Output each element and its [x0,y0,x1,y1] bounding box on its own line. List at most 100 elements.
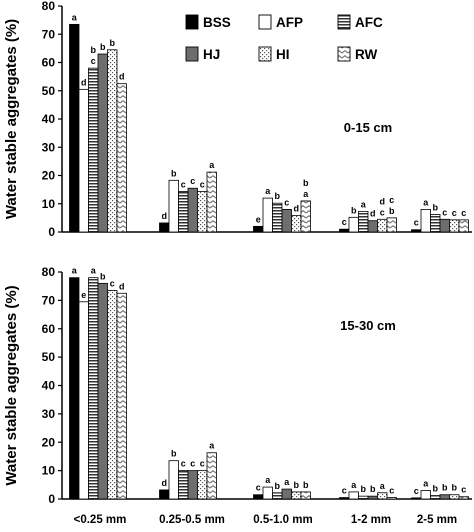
significance-letter: b [171,449,177,459]
significance-letter: b [100,42,106,52]
significance-letter: b [294,480,300,490]
bar-rw [386,497,397,500]
bar-hi [197,470,208,500]
significance-letter: a [361,199,367,209]
bar-hi [107,290,118,500]
bar-afc [358,495,369,500]
significance-letter: b [351,205,357,215]
significance-letter: b [91,45,97,55]
bar-bss [411,229,422,233]
bar-hi [377,492,388,500]
bar-afc [272,492,283,500]
significance-letter: a [380,481,386,491]
significance-letter: d [380,196,386,206]
y-tick-label: 80 [42,265,56,279]
significance-letter: b [452,483,458,493]
x-tick-label: <0.25 mm [74,514,127,526]
significance-letter: c [200,459,205,469]
significance-letter: b [303,178,309,188]
legend-swatch-rw [337,46,351,62]
y-tick-label: 70 [42,293,56,307]
significance-letter: c [256,483,261,493]
significance-letter: c [461,485,466,495]
bar-afp [348,491,359,500]
significance-letter: b [442,483,448,493]
y-tick-label: 0 [48,225,55,239]
significance-letter: b [171,168,177,178]
bar-hj [367,220,378,233]
y-tick-label: 80 [42,0,56,13]
significance-letter: b [110,38,116,48]
bar-hi [449,494,460,500]
bar-rw [206,171,217,233]
significance-letter: a [72,12,78,22]
significance-letter: b [433,202,439,212]
legend-label: AFP [276,15,303,30]
significance-letter: d [162,211,168,221]
bar-afc [88,277,99,500]
bar-hj [97,282,108,500]
significance-letter: b [370,484,376,494]
bar-hj [281,208,292,233]
bar-afp [262,486,273,500]
bar-afc [430,214,441,233]
bar-hi [291,491,302,500]
bar-bss [339,228,350,233]
y-tick-label: 50 [42,350,56,364]
y-tick-label: 40 [42,112,56,126]
bar-hi [449,219,460,233]
y-tick-label: 40 [42,379,56,393]
bar-hi [291,215,302,233]
significance-letter: b [275,481,281,491]
bar-rw [300,200,311,233]
bar-rw [458,219,469,233]
bar-hj [187,187,198,233]
bar-afc [88,67,99,233]
y-tick-label: 60 [42,56,56,70]
legend-label: HJ [203,47,220,62]
significance-letter: a [209,160,215,170]
bar-hj [97,53,108,233]
legend-label: HI [276,47,290,62]
significance-letter: c [342,486,347,496]
significance-letter: c [181,459,186,469]
bar-afp [168,179,179,233]
significance-letter: a [209,441,215,451]
significance-letter: a [351,480,357,490]
significance-letter: c [452,208,457,218]
significance-letter: d [162,478,168,488]
significance-letter: c [200,180,205,190]
significance-letter: c [380,207,385,217]
bar-afp [168,460,179,500]
significance-letter: c [91,56,96,66]
y-tick-label: 30 [42,140,56,154]
x-tick-label: 0.25-0.5 mm [159,514,225,526]
depth-annotation: 0-15 cm [344,120,392,135]
significance-letter: b [303,480,309,490]
significance-letter: d [119,72,125,82]
bar-afp [348,216,359,233]
legend-label: AFC [355,15,383,30]
bar-bss [69,23,80,233]
legend-label: RW [355,47,378,62]
significance-letter: c [181,180,186,190]
bar-hj [439,494,450,500]
y-tick-label: 20 [42,435,56,449]
significance-letter: c [342,217,347,227]
legend-swatch-bss [185,14,199,30]
bar-hj [367,495,378,500]
significance-letter: c [284,197,289,207]
y-axis-title: Water stable aggregates (%) [3,19,20,219]
y-axis-title: Water stable aggregates (%) [3,285,20,485]
significance-letter: c [461,208,466,218]
depth-annotation: 15-30 cm [340,318,396,333]
y-tick-label: 70 [42,27,56,41]
significance-letter: b [361,484,367,494]
significance-letter: d [119,281,125,291]
legend-label: BSS [203,15,231,30]
significance-letter: b [275,191,281,201]
significance-letter: b [389,206,395,216]
significance-letter: e [81,290,86,300]
